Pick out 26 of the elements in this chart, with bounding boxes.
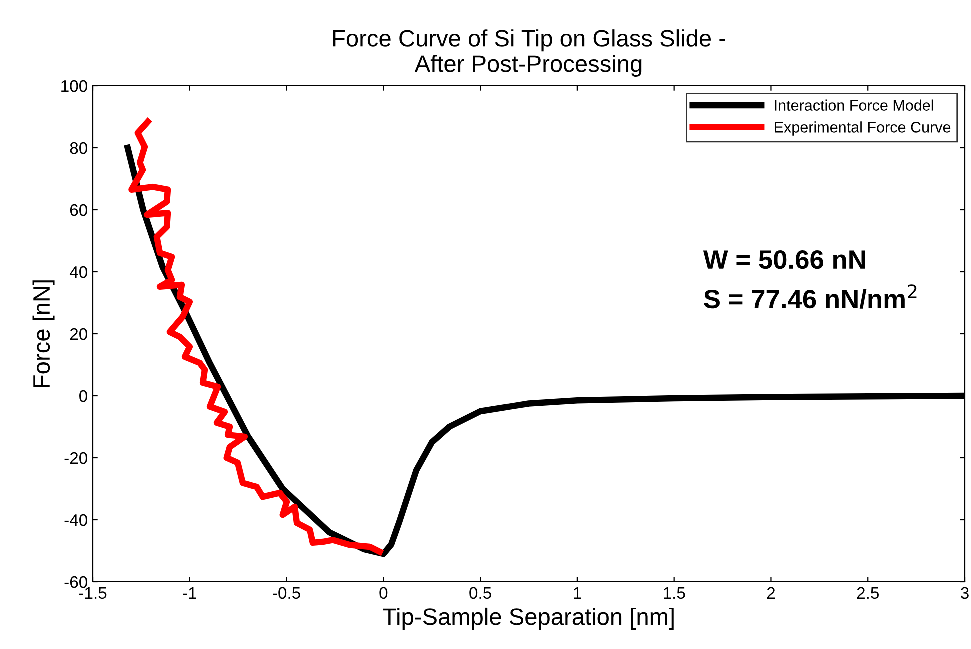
y-tick-label: 80 (70, 142, 88, 154)
x-axis-title: Tip-Sample Separation [nm] (383, 608, 674, 630)
y-tick-label: -60 (64, 576, 88, 588)
y-axis-title: Force [nN] (32, 280, 55, 388)
y-tick-label: 20 (70, 328, 88, 340)
x-tick-label: 1.5 (664, 587, 686, 600)
x-tick-label: 1 (574, 587, 582, 599)
y-tick-label: 60 (70, 204, 88, 216)
y-tick-label: 0 (80, 390, 88, 402)
y-tick-label: -40 (64, 514, 88, 526)
x-tick-label: -1.5 (79, 587, 107, 600)
x-tick-label: 0 (380, 587, 388, 600)
x-tick-label: -1 (183, 587, 196, 599)
x-tick-label: 0.5 (470, 587, 492, 600)
y-tick-label: 100 (62, 80, 88, 92)
annotation: S = 77.46 nN/nm$^{2}$ (704, 284, 917, 309)
x-tick-label: -0.5 (273, 587, 300, 600)
y-tick-label: -20 (64, 452, 88, 464)
x-tick-label: 2.5 (857, 587, 879, 600)
legend-label: Interaction Force Model (775, 100, 934, 111)
x-tick-label: 2 (767, 587, 776, 599)
chart-title: Force Curve of Si Tip on Glass Slide - After Post-Processing (333, 30, 726, 78)
x-tick-label: 3 (961, 587, 969, 600)
legend-label: Experimental Force Curve (775, 122, 951, 136)
annotation: W = 50.66 nN (703, 250, 866, 270)
y-tick-label: 40 (70, 266, 88, 278)
